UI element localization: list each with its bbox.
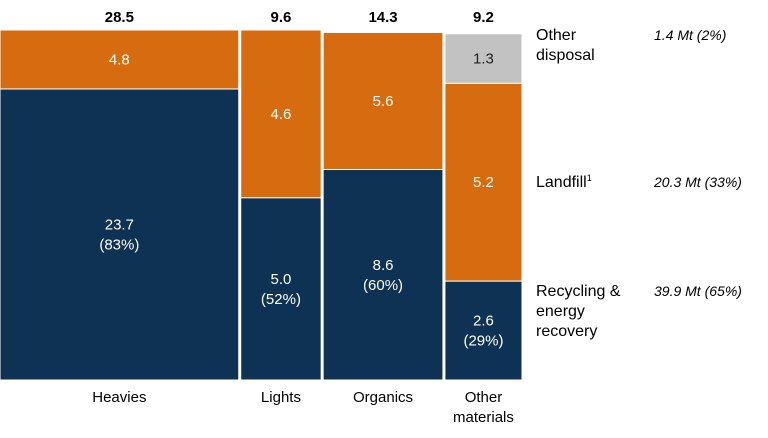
legend-label-recycling-energy-recovery-line3: recovery xyxy=(536,323,597,340)
segment-other-materials-recycling-energy-recovery xyxy=(444,280,523,381)
legend-summary-landfill: 20.3 Mt (33%) xyxy=(653,174,742,190)
data-label-heavies-recycling-energy-recovery: 23.7 xyxy=(105,216,134,233)
data-label-heavies-landfill: 4.8 xyxy=(109,51,130,68)
legend-label-other-disposal-line2: disposal xyxy=(536,47,595,64)
data-label-organics-landfill: 5.6 xyxy=(373,93,394,110)
legend-label-other-disposal: Other xyxy=(536,27,577,44)
data-label-other-materials-recycling-energy-recovery-pct: (29%) xyxy=(463,333,503,350)
data-label-other-materials-landfill: 5.2 xyxy=(473,174,494,191)
column-total-other-materials: 9.2 xyxy=(473,9,494,26)
data-label-lights-recycling-energy-recovery: 5.0 xyxy=(271,271,292,288)
segment-organics-landfill xyxy=(322,31,444,171)
legend-footnote-marker: 1 xyxy=(587,173,592,183)
segment-heavies-recycling-energy-recovery xyxy=(0,88,240,381)
column-total-lights: 9.6 xyxy=(271,9,292,26)
column-total-organics: 14.3 xyxy=(368,9,397,26)
data-label-organics-recycling-energy-recovery-pct: (60%) xyxy=(363,277,403,294)
segment-lights-recycling-energy-recovery xyxy=(240,197,322,381)
legend-label-recycling-energy-recovery-line2: energy xyxy=(536,303,585,320)
legend-summary-recycling-energy-recovery: 39.9 Mt (65%) xyxy=(654,283,742,299)
category-label-other-materials-line2: materials xyxy=(453,409,514,426)
data-label-lights-landfill: 4.6 xyxy=(271,106,292,123)
category-label-organics: Organics xyxy=(353,389,413,406)
segment-other-materials-other-disposal xyxy=(444,33,523,84)
data-label-heavies-recycling-energy-recovery-pct: (83%) xyxy=(99,236,139,253)
data-label-organics-recycling-energy-recovery: 8.6 xyxy=(373,257,394,274)
segment-lights-landfill xyxy=(240,29,322,199)
data-label-other-materials-recycling-energy-recovery: 2.6 xyxy=(473,313,494,330)
segment-other-materials-landfill xyxy=(444,82,523,282)
segment-organics-recycling-energy-recovery xyxy=(322,169,444,381)
data-label-other-materials-other-disposal: 1.3 xyxy=(473,51,494,68)
category-label-heavies: Heavies xyxy=(92,389,146,406)
legend-summary-other-disposal: 1.4 Mt (2%) xyxy=(654,27,726,43)
legend-label-recycling-energy-recovery: Recycling & xyxy=(536,283,621,300)
category-label-other-materials: Other xyxy=(465,389,503,406)
data-label-lights-recycling-energy-recovery-pct: (52%) xyxy=(261,291,301,308)
legend-label-landfill: Landfill1 xyxy=(536,173,592,191)
category-label-lights: Lights xyxy=(261,389,301,406)
segment-heavies-landfill xyxy=(0,29,240,90)
column-total-heavies: 28.5 xyxy=(105,9,134,26)
